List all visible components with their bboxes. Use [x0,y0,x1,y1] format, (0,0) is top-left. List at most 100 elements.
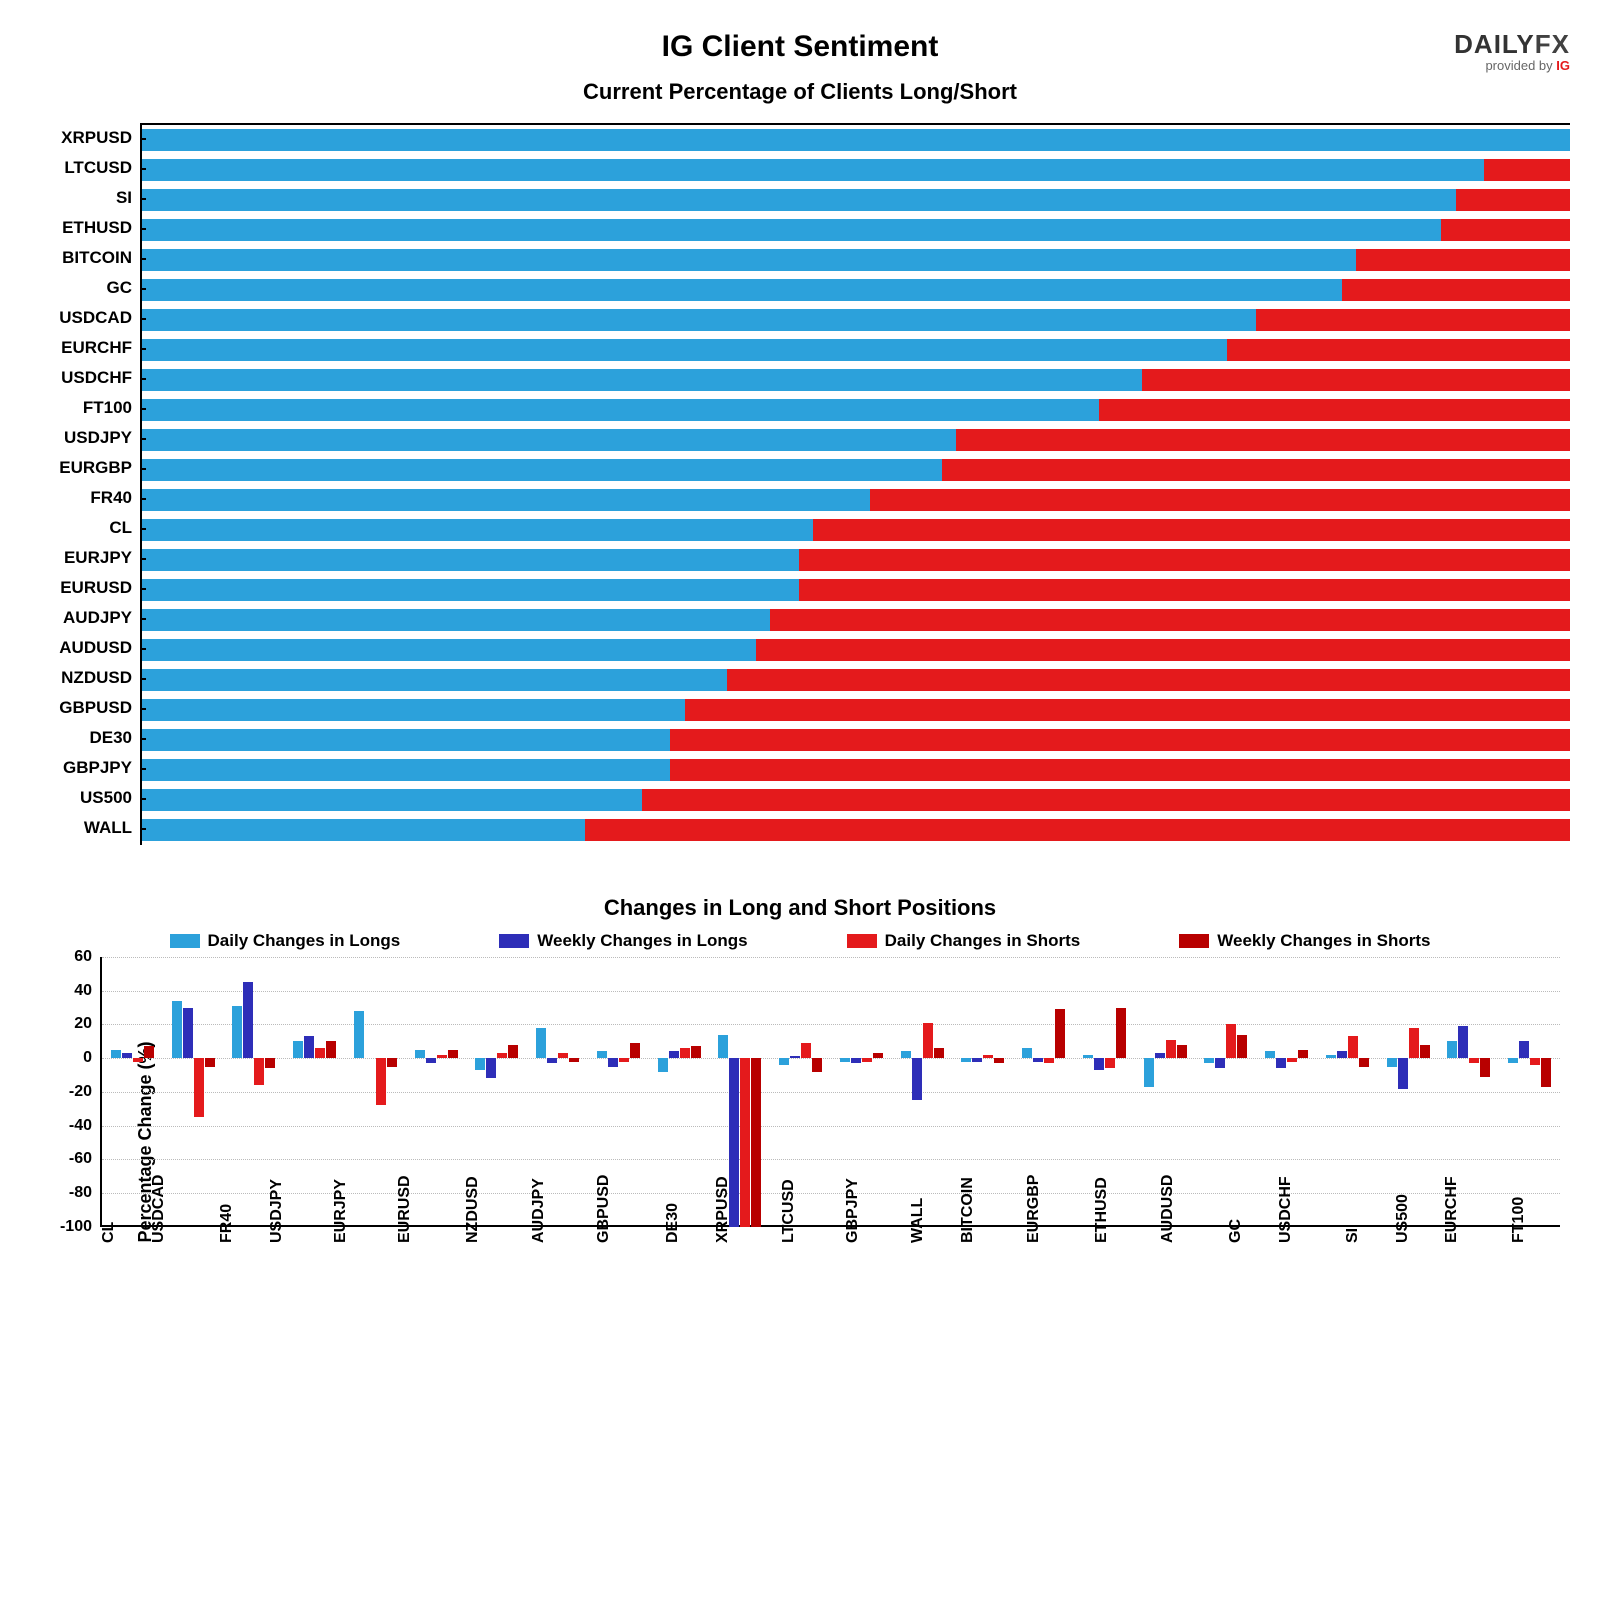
bar [1359,1058,1369,1066]
symbol-label: EURGBP [30,453,140,483]
symbol-label: GC [30,273,140,303]
legend-item: Daily Changes in Longs [170,931,401,951]
y-tick: 60 [74,948,102,966]
symbol-label: GBPJPY [30,753,140,783]
symbol-label: ETHUSD [30,213,140,243]
bar [569,1058,579,1061]
y-tick: 0 [83,1049,102,1067]
symbol-label: USDJPY [30,423,140,453]
logo-ig: IG [1556,58,1570,73]
bar [983,1055,993,1058]
sentiment-bar [142,129,1570,151]
symbol-label: FR40 [30,483,140,513]
bar [1237,1035,1247,1059]
bar [1409,1028,1419,1058]
bar [497,1053,507,1058]
bar [812,1058,822,1072]
bar [1144,1058,1154,1087]
bar [1094,1058,1104,1070]
bar [1420,1045,1430,1059]
sentiment-bar [142,819,1570,841]
bar [1105,1058,1115,1068]
logo: DAILYFX provided by IG [1390,30,1570,73]
bar [547,1058,557,1063]
bar [790,1056,800,1058]
bar [840,1058,850,1061]
y-tick: 40 [74,982,102,1000]
logo-provided: provided by [1485,58,1556,73]
bar [994,1058,1004,1063]
bar [658,1058,668,1072]
bar [691,1046,701,1058]
bar [304,1036,314,1058]
bar [1398,1058,1408,1088]
logo-fx: FX [1535,29,1570,59]
changes-chart: Changes in Long and Short Positions Dail… [30,895,1570,1327]
chart-subtitle: Current Percentage of Clients Long/Short [30,79,1570,105]
bar [448,1050,458,1058]
bar [205,1058,215,1066]
bar [912,1058,922,1100]
bar [597,1051,607,1058]
bar [426,1058,436,1063]
bar [475,1058,485,1070]
bar [934,1048,944,1058]
sentiment-bar [142,699,1570,721]
logo-daily: DAILY [1454,29,1535,59]
symbol-label: NZDUSD [30,663,140,693]
symbol-label: AUDUSD [30,633,140,663]
bar [901,1051,911,1058]
bar [265,1058,275,1068]
sentiment-bar [142,219,1570,241]
bar [376,1058,386,1105]
bar [293,1041,303,1058]
sentiment-bar [142,519,1570,541]
sentiment-bar [142,579,1570,601]
category-label: FT100 [1510,1193,1600,1243]
bar [961,1058,971,1061]
bar [1541,1058,1551,1087]
symbol-label: GBPUSD [30,693,140,723]
bar [1287,1058,1297,1061]
symbol-label: FT100 [30,393,140,423]
sentiment-bar [142,189,1570,211]
bar [630,1043,640,1058]
bar [669,1051,679,1058]
y-tick: -80 [69,1184,102,1202]
symbol-label: LTCUSD [30,153,140,183]
bar [144,1046,154,1058]
sentiment-bar [142,489,1570,511]
bar [1458,1026,1468,1058]
bar-group [1378,957,1439,1225]
bar [254,1058,264,1085]
bar [1204,1058,1214,1063]
symbol-label: XRPUSD [30,123,140,153]
bar [1480,1058,1490,1077]
bar [851,1058,861,1063]
symbol-label: EURCHF [30,333,140,363]
sentiment-bar [142,159,1570,181]
bar [1326,1055,1336,1058]
bar [415,1050,425,1058]
sentiment-bar [142,609,1570,631]
sentiment-bar [142,279,1570,301]
bar [315,1048,325,1058]
bar [923,1023,933,1058]
bar [1022,1048,1032,1058]
bar [558,1053,568,1058]
changes-title: Changes in Long and Short Positions [30,895,1570,921]
chart-title: IG Client Sentiment [210,30,1390,64]
y-tick: -60 [69,1150,102,1168]
bar [1116,1008,1126,1059]
symbol-label: USDCHF [30,363,140,393]
sentiment-bar [142,789,1570,811]
sentiment-bar [142,249,1570,271]
y-tick: -100 [60,1218,102,1236]
y-tick: -40 [69,1117,102,1135]
sentiment-bar [142,339,1570,361]
bar [619,1058,629,1061]
bar [1083,1055,1093,1058]
sentiment-bar [142,669,1570,691]
bar [1166,1040,1176,1059]
sentiment-bar [142,459,1570,481]
